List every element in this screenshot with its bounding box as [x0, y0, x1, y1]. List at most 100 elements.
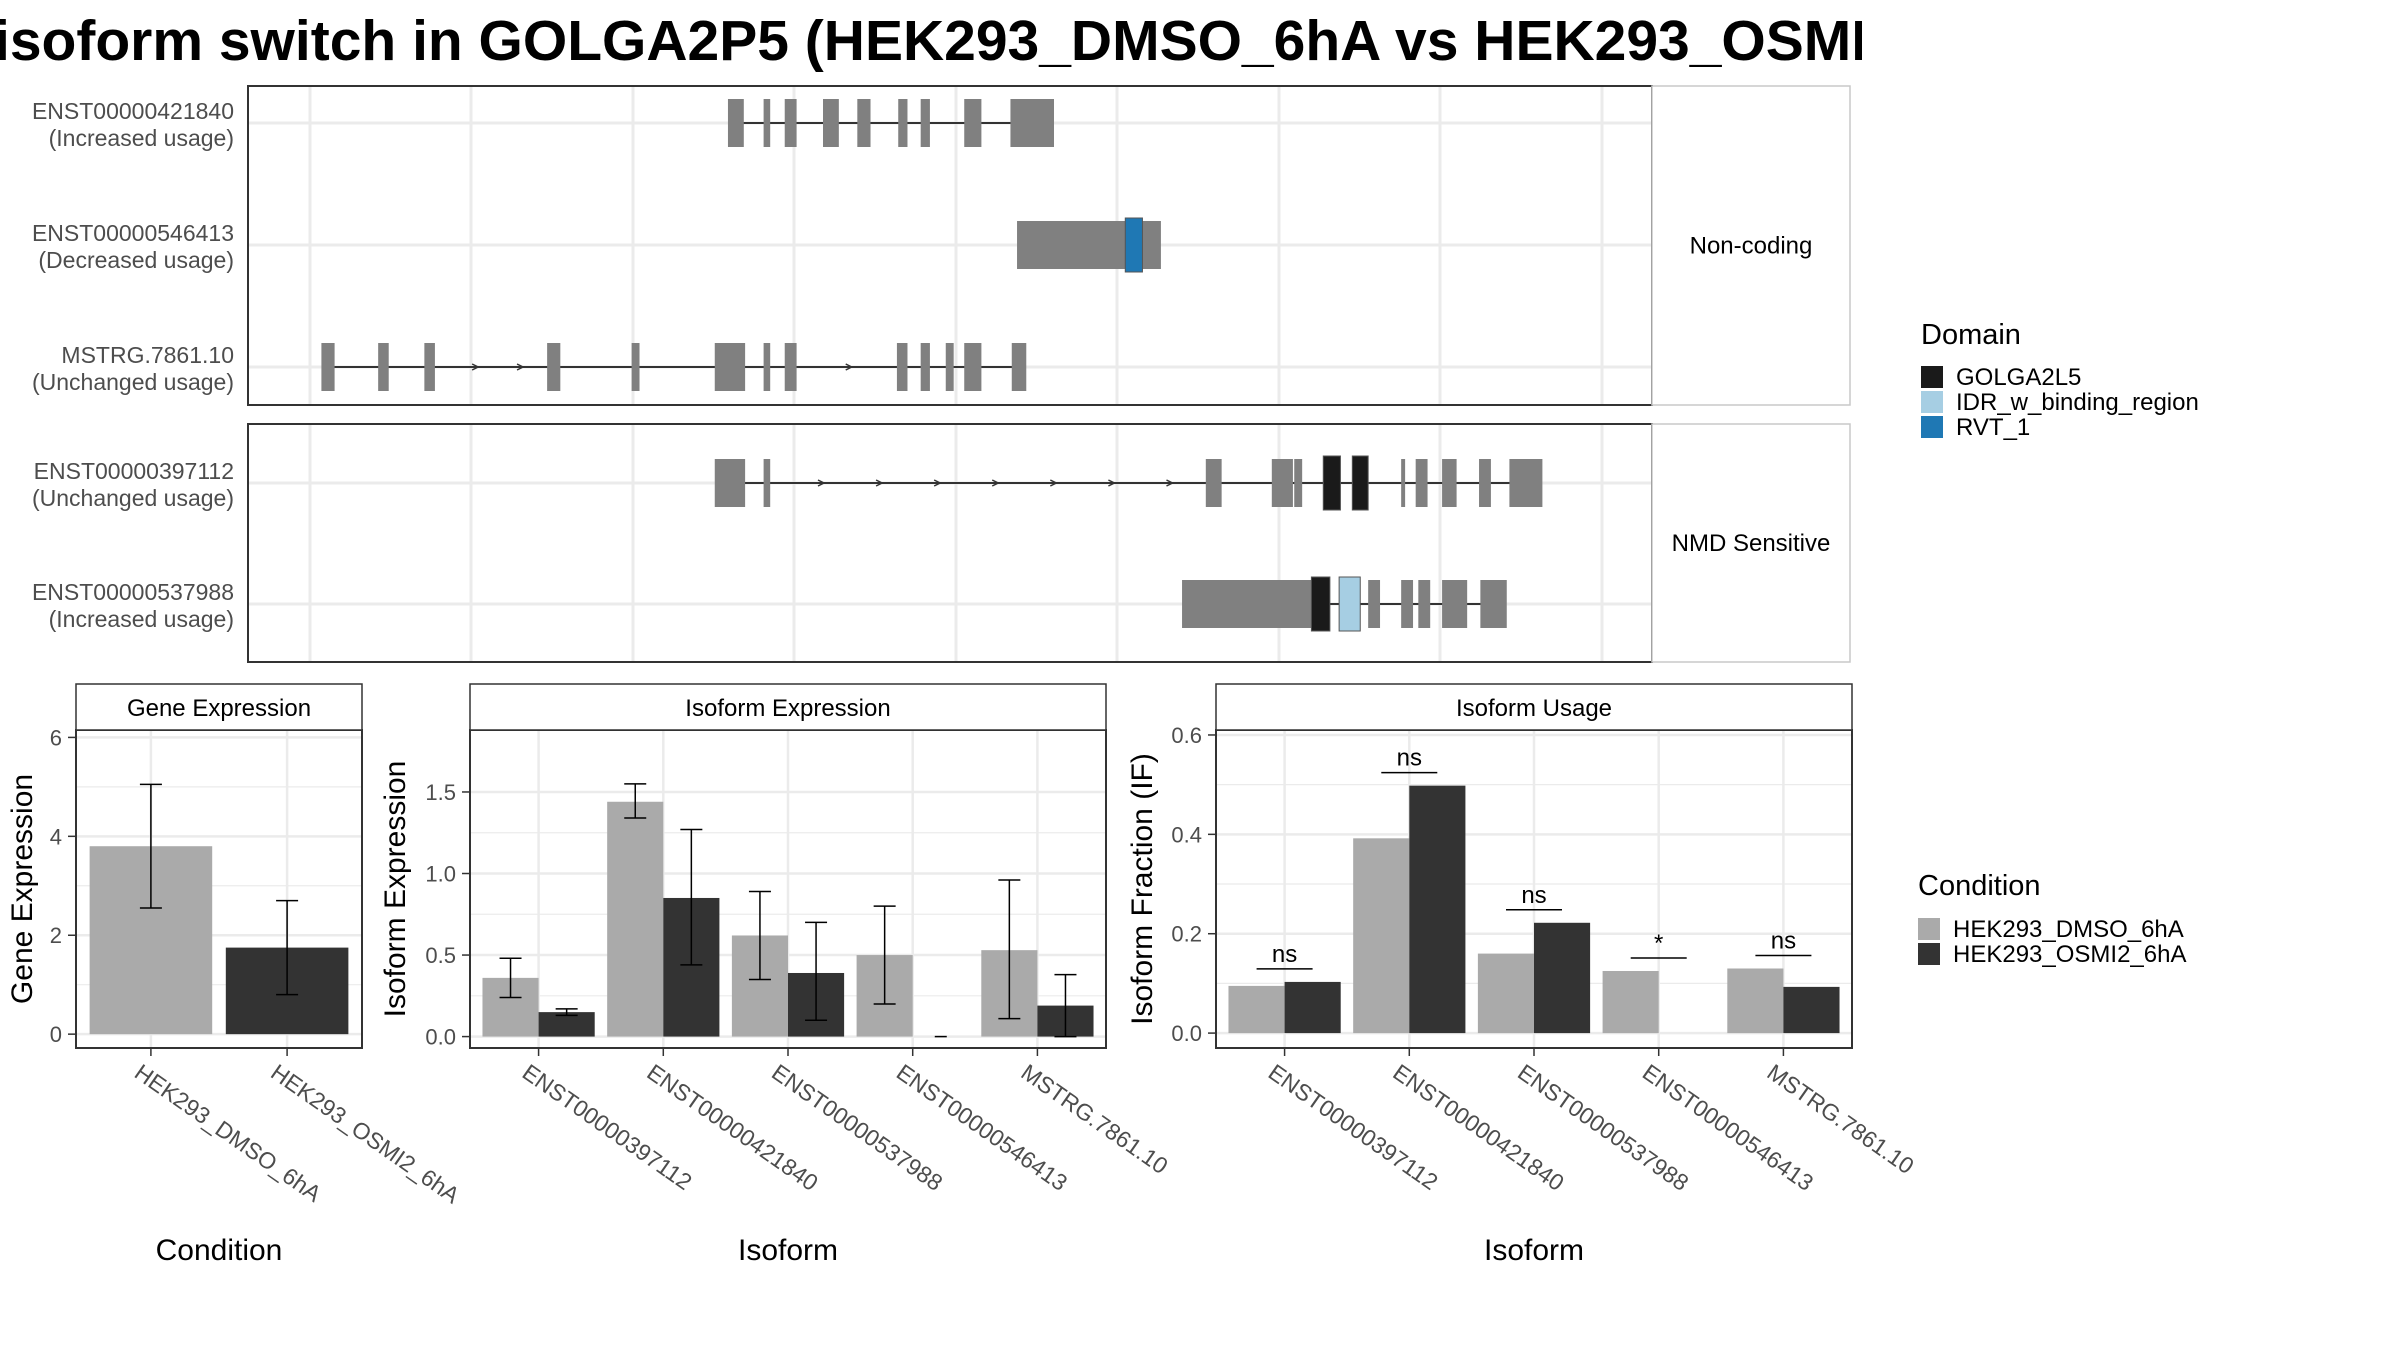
x-axis-title: Isoform — [738, 1234, 838, 1267]
exon — [321, 343, 335, 391]
significance-label: ns — [1771, 928, 1796, 955]
strand-arrow — [1049, 479, 1058, 487]
strand-arrow — [817, 479, 826, 487]
significance-label: ns — [1397, 745, 1422, 772]
exon — [857, 99, 871, 147]
y-tick-label: 1.0 — [425, 862, 456, 887]
y-tick-label: 2 — [50, 923, 62, 948]
transcript-ENST00000537988 — [1182, 576, 1507, 632]
bar — [607, 801, 664, 1037]
legend-label: RVT_1 — [1956, 414, 2030, 441]
exon — [920, 99, 930, 147]
exon — [1480, 580, 1507, 628]
facet-strip — [1651, 423, 1851, 663]
legend-label: HEK293_OSMI2_6hA — [1953, 941, 2186, 968]
significance-label: ns — [1272, 941, 1297, 968]
bar — [1602, 970, 1659, 1034]
facet-strip-label: NMD Sensitive — [1672, 530, 1831, 557]
exon — [1442, 580, 1468, 628]
bar — [1783, 986, 1840, 1034]
y-tick-label: 0.0 — [1171, 1021, 1202, 1046]
exon — [714, 343, 746, 391]
legend-label: IDR_w_binding_region — [1956, 389, 2199, 416]
transcript-usage-label: (Unchanged usage) — [32, 485, 234, 511]
transcript-id-label: ENST00000546413 — [32, 220, 234, 246]
transcript-usage-label: (Increased usage) — [49, 606, 234, 632]
domain-IDR_w_binding_region — [1338, 576, 1361, 632]
transcript-usage-label: (Increased usage) — [49, 125, 234, 151]
transcript-id-label: MSTRG.7861.10 — [61, 342, 234, 368]
exon — [763, 459, 771, 507]
y-tick-label: 0.2 — [1171, 922, 1202, 947]
exon — [920, 343, 930, 391]
panel-strip-label: Isoform Expression — [685, 695, 890, 722]
exon — [1418, 580, 1431, 628]
domain-GOLGA2L5 — [1310, 576, 1331, 632]
strand-arrow — [875, 479, 884, 487]
legend-key-HEK293_DMSO_6hA — [1918, 918, 1940, 940]
bar — [538, 1012, 595, 1037]
exon — [1509, 459, 1543, 507]
exon — [631, 343, 640, 391]
exon — [1271, 459, 1293, 507]
y-axis-title: Isoform Fraction (IF) — [1126, 753, 1159, 1025]
legend-label: GOLGA2L5 — [1956, 364, 2081, 391]
y-tick-label: 0.5 — [425, 943, 456, 968]
exon — [945, 343, 954, 391]
transcript-usage-label: (Decreased usage) — [38, 247, 234, 273]
exon — [727, 99, 744, 147]
bar — [1727, 968, 1784, 1034]
exon — [1368, 580, 1381, 628]
strand-arrow — [516, 363, 525, 371]
y-axis-title: Gene Expression — [6, 774, 39, 1004]
exon — [1182, 580, 1330, 628]
exon — [964, 99, 982, 147]
x-axis-title: Condition — [156, 1234, 283, 1267]
facet-strip-label: Non-coding — [1690, 233, 1813, 260]
exon — [898, 99, 908, 147]
bar — [1284, 981, 1341, 1034]
domain-GOLGA2L5 — [1351, 455, 1369, 511]
exon — [1010, 99, 1054, 147]
panel-strip — [469, 683, 1107, 731]
y-tick-label: 0.0 — [425, 1025, 456, 1050]
panel-strip — [75, 683, 363, 731]
bar — [1228, 985, 1285, 1034]
bar — [1353, 838, 1410, 1034]
transcript-ENST00000546413 — [1017, 217, 1161, 273]
exon — [1401, 459, 1406, 507]
strand-arrow — [1108, 479, 1117, 487]
exon — [823, 99, 839, 147]
y-tick-label: 6 — [50, 725, 62, 750]
exon — [1294, 459, 1303, 507]
exon — [784, 343, 797, 391]
transcript-id-label: ENST00000397112 — [34, 458, 234, 484]
y-tick-label: 4 — [50, 824, 62, 849]
transcript-ENST00000421840 — [727, 99, 1054, 147]
exon — [1205, 459, 1222, 507]
transcript-MSTRG.7861.10 — [321, 343, 1027, 391]
domain-RVT_1 — [1124, 217, 1143, 273]
legend-title: Condition — [1918, 870, 2041, 902]
figure-title: isoform switch in GOLGA2P5 (HEK293_DMSO_… — [0, 9, 1862, 73]
strand-arrow — [471, 363, 480, 371]
legend-key-IDR_w_binding_region — [1921, 391, 1943, 413]
bar — [1477, 953, 1534, 1034]
exon — [964, 343, 982, 391]
exon — [784, 99, 797, 147]
bar-panel-1: Gene Expression0246HEK293_DMSO_6hAHEK293… — [6, 683, 465, 1267]
exon — [1401, 580, 1414, 628]
transcript-usage-label: (Unchanged usage) — [32, 369, 234, 395]
significance-label: * — [1654, 930, 1663, 957]
exon — [547, 343, 561, 391]
exon — [1415, 459, 1428, 507]
exon — [1011, 343, 1027, 391]
gene-facet-1: ENST00000397112(Unchanged usage) ENST0000… — [32, 423, 1851, 663]
y-tick-label: 0 — [50, 1022, 62, 1047]
strand-arrow — [1166, 479, 1175, 487]
exon — [714, 459, 746, 507]
